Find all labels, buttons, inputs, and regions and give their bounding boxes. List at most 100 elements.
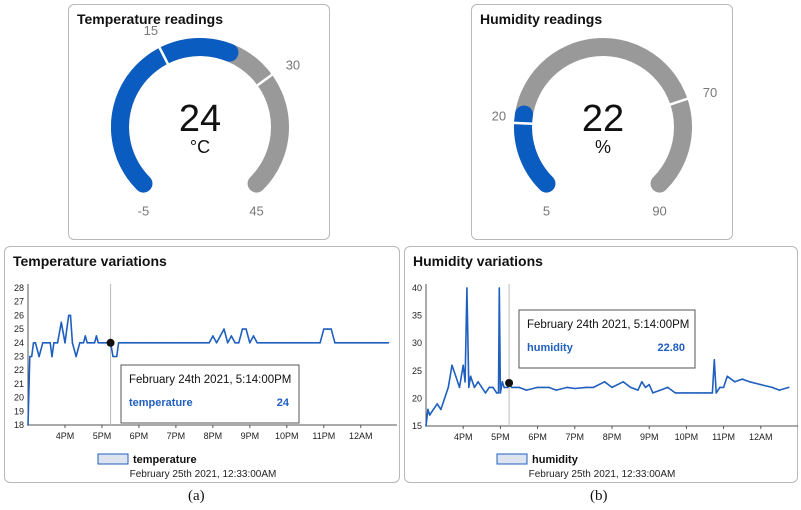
humidity-data-point [466,287,468,289]
temperature-data-point [223,328,225,330]
humidity-data-point [498,287,501,289]
temperature-x-tick-label: 4PM [56,431,75,441]
temperature-gauge-title: Temperature readings [77,11,224,27]
humidity-data-point [685,392,688,394]
humidity-x-tick-label: 9PM [640,432,659,442]
humidity-y-tick-label: 25 [412,366,422,376]
humidity-data-point [473,386,476,389]
temperature-tooltip-box [120,364,300,424]
temperature-data-point [101,342,103,344]
temperature-line-chart[interactable]: 18 19 20 21 22 23 24 25 26 27 28 4PM 5PM 6PM 7PM 8PM 9PM… [5,247,401,484]
humidity-chart-card: Humidity variations 15 20 25 30 35 40 4PM 5PM 6P… [404,246,798,483]
humidity-tooltip-series: humidity [527,342,574,354]
temperature-timestamp: February 25th 2021, 12:33:00AM [130,469,277,480]
temperature-data-point [304,342,307,344]
temperature-tooltip: February 24th 2021, 5:14:00PM temperature… [120,364,300,424]
humidity-data-point [771,386,773,389]
humidity-data-point [507,386,509,389]
temperature-data-point [230,335,233,337]
temperature-hover-point [106,338,115,347]
temperature-y-tick-label: 20 [14,393,24,403]
temperature-min-label: -5 [138,204,150,219]
humidity-data-point [667,386,669,389]
humidity-y-tick-label: 35 [412,311,422,321]
humidity-data-point [436,403,438,405]
temperature-y-tick-label: 23 [14,352,24,362]
humidity-data-point [674,392,677,394]
humidity-gauge-unit: % [595,137,611,157]
humidity-data-point [497,392,500,394]
humidity-data-point [648,383,650,386]
humidity-data-point [659,389,662,391]
humidity-gauge-card: Humidity readings 20 70 5 90 22% [471,4,733,240]
temperature-x-tick-label: 6PM [130,431,149,441]
temperature-data-point [82,342,85,344]
humidity-y-tick-label: 30 [412,338,422,348]
temperature-data-point [104,342,107,344]
humidity-data-point [501,381,504,383]
temperature-legend-swatch [97,453,129,465]
temperature-data-point [219,335,222,337]
temperature-x-tick-label: 11PM [312,431,335,441]
temperature-y-tick-label: 19 [14,406,24,416]
temperature-data-point [56,342,59,344]
humidity-x-tick-label: 6PM [528,432,547,442]
humidity-data-point [644,386,647,389]
humidity-low-label: 20 [492,108,506,123]
caption-a: (a) [188,488,205,504]
humidity-data-point [622,381,624,383]
humidity-data-point [611,386,613,389]
temperature-tooltip-date: February 24th 2021, 5:14:00PM [129,374,291,386]
temperature-data-point [78,342,81,344]
humidity-data-point [547,386,550,389]
humidity-data-point [760,383,762,386]
temperature-data-point [208,342,210,344]
temperature-data-point [359,342,362,344]
humidity-data-point [454,375,457,378]
temperature-data-point [326,328,329,330]
temperature-data-point [95,335,98,337]
humidity-data-point [733,381,736,383]
humidity-data-point [458,386,461,389]
humidity-data-point [464,381,466,383]
temperature-data-point [34,342,37,344]
temperature-data-point [127,342,129,344]
humidity-data-point [467,386,470,389]
humidity-tooltip: February 24th 2021, 5:14:00PM humidity 22.… [518,309,696,369]
humidity-gauge-fill [514,105,556,193]
temperature-data-point [29,355,31,358]
humidity-data-point [566,386,569,389]
temperature-data-point [115,355,118,358]
humidity-line-chart[interactable]: 15 20 25 30 35 40 4PM 5PM 6PM 7PM 8PM 9PM 10PM 11PM 12… [405,247,799,484]
temperature-data-point [260,342,262,344]
temperature-data-point [93,342,96,344]
humidity-tooltip-box [518,309,696,369]
humidity-data-point [652,392,654,394]
humidity-data-point [481,386,483,389]
humidity-data-point [640,381,643,383]
temperature-data-point [45,342,48,344]
humidity-chart-title: Humidity variations [413,253,543,269]
temperature-data-point [41,342,44,344]
temperature-legend-label: temperature [133,454,197,466]
humidity-max-label: 90 [652,204,666,219]
humidity-data-point [637,389,639,391]
humidity-data-point [592,386,595,389]
temperature-data-point [53,342,55,344]
temperature-data-point [66,328,68,330]
humidity-data-point [447,386,450,389]
humidity-high-label: 70 [703,85,717,100]
temperature-y-tick-label: 24 [14,338,24,348]
humidity-x-tick-label: 11PM [712,432,735,442]
humidity-y-tick-label: 15 [412,421,422,431]
temperature-data-point [330,328,332,330]
humidity-data-point [451,364,453,367]
humidity-data-point [722,386,725,389]
temperature-data-point [378,342,381,344]
humidity-series-line [425,287,789,427]
humidity-data-point [492,386,494,389]
humidity-data-point [469,375,472,378]
temperature-data-point [237,342,240,344]
humidity-data-point [748,381,751,383]
humidity-data-point [704,392,706,394]
